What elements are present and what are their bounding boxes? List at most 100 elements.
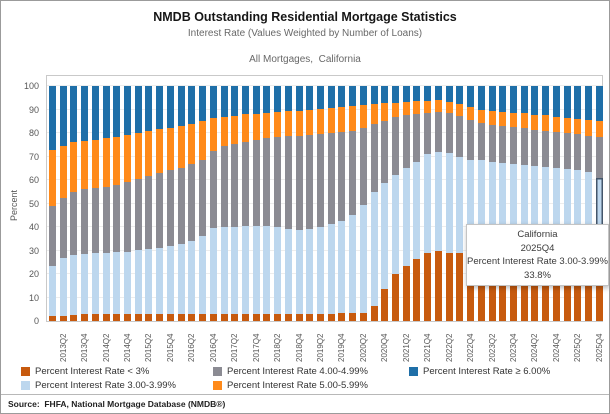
segment-2025Q3-series0[interactable] xyxy=(585,257,592,321)
segment-2022Q1-series4[interactable] xyxy=(434,86,442,101)
segment-2014Q3-series3[interactable] xyxy=(113,136,121,186)
segment-2022Q4-series3[interactable] xyxy=(467,107,475,121)
segment-2019Q1-series0[interactable] xyxy=(306,314,314,321)
segment-2017Q4-series0[interactable] xyxy=(252,314,260,321)
segment-2025Q4-series0[interactable] xyxy=(595,257,603,321)
bar-2017Q1[interactable] xyxy=(220,86,228,321)
segment-2024Q1-series2[interactable] xyxy=(520,128,528,166)
segment-2015Q4-series0[interactable] xyxy=(166,314,174,321)
segment-2019Q1-series2[interactable] xyxy=(306,134,314,230)
bar-2013Q3[interactable] xyxy=(70,86,78,321)
bar-2014Q1[interactable] xyxy=(91,86,99,321)
segment-2016Q2-series0[interactable] xyxy=(188,314,196,321)
segment-2022Q4-series0[interactable] xyxy=(467,254,475,321)
segment-2024Q2-series3[interactable] xyxy=(531,114,539,130)
segment-2018Q1-series4[interactable] xyxy=(263,86,271,114)
legend-item-3[interactable]: Percent Interest Rate 5.00-5.99% xyxy=(213,380,368,391)
segment-2024Q3-series3[interactable] xyxy=(542,115,550,131)
segment-2013Q3-series0[interactable] xyxy=(70,314,78,321)
segment-2020Q3-series4[interactable] xyxy=(370,86,378,105)
segment-2020Q1-series0[interactable] xyxy=(349,313,357,321)
segment-2021Q4-series4[interactable] xyxy=(424,86,432,101)
segment-2013Q1-series1[interactable] xyxy=(49,266,56,317)
segment-2023Q2-series2[interactable] xyxy=(488,124,496,162)
segment-2019Q1-series4[interactable] xyxy=(306,86,314,110)
segment-2024Q1-series1[interactable] xyxy=(520,165,528,258)
segment-2021Q3-series2[interactable] xyxy=(413,113,421,162)
segment-2017Q4-series1[interactable] xyxy=(252,226,260,315)
segment-2022Q3-series3[interactable] xyxy=(456,103,464,117)
bar-2015Q2[interactable] xyxy=(145,86,153,321)
bar-2025Q2[interactable] xyxy=(574,86,582,321)
segment-2021Q2-series1[interactable] xyxy=(402,167,410,267)
bar-2023Q1[interactable] xyxy=(477,86,485,321)
bar-2024Q3[interactable] xyxy=(542,86,550,321)
segment-2017Q3-series0[interactable] xyxy=(241,314,249,321)
segment-2014Q4-series4[interactable] xyxy=(124,86,132,136)
segment-2021Q1-series0[interactable] xyxy=(392,274,400,321)
segment-2015Q3-series4[interactable] xyxy=(156,86,164,130)
segment-2013Q3-series3[interactable] xyxy=(70,142,78,193)
bar-2024Q4[interactable] xyxy=(552,86,560,321)
segment-2016Q2-series3[interactable] xyxy=(188,123,196,165)
segment-2020Q3-series1[interactable] xyxy=(370,191,378,306)
legend-item-0[interactable]: Percent Interest Rate < 3% xyxy=(21,366,149,377)
segment-2018Q3-series4[interactable] xyxy=(284,86,292,112)
segment-2013Q1-series3[interactable] xyxy=(49,150,56,206)
segment-2016Q4-series3[interactable] xyxy=(209,117,217,151)
bar-2021Q1[interactable] xyxy=(392,86,400,321)
segment-2022Q1-series1[interactable] xyxy=(434,151,442,252)
bar-2015Q1[interactable] xyxy=(134,86,142,321)
segment-2023Q1-series4[interactable] xyxy=(477,86,485,110)
segment-2024Q2-series4[interactable] xyxy=(531,86,539,115)
segment-2020Q3-series3[interactable] xyxy=(370,104,378,125)
segment-2015Q2-series0[interactable] xyxy=(145,314,153,321)
segment-2020Q1-series1[interactable] xyxy=(349,215,357,314)
segment-2015Q1-series2[interactable] xyxy=(134,178,142,251)
bar-2020Q4[interactable] xyxy=(381,86,389,321)
legend-item-4[interactable]: Percent Interest Rate ≥ 6.00% xyxy=(409,366,550,377)
segment-2025Q1-series3[interactable] xyxy=(563,117,571,134)
segment-2016Q3-series2[interactable] xyxy=(199,160,207,237)
bar-2022Q1[interactable] xyxy=(434,86,442,321)
segment-2018Q3-series1[interactable] xyxy=(284,228,292,315)
segment-2019Q4-series0[interactable] xyxy=(338,313,346,321)
segment-2021Q1-series3[interactable] xyxy=(392,102,400,118)
bar-2025Q3[interactable] xyxy=(585,86,592,321)
segment-2017Q2-series2[interactable] xyxy=(231,144,239,227)
segment-2021Q2-series4[interactable] xyxy=(402,86,410,102)
segment-2017Q3-series3[interactable] xyxy=(241,114,249,142)
segment-2024Q2-series1[interactable] xyxy=(531,166,539,258)
bar-2015Q3[interactable] xyxy=(156,86,164,321)
segment-2022Q2-series1[interactable] xyxy=(445,152,453,253)
segment-2022Q2-series2[interactable] xyxy=(445,112,453,153)
segment-2014Q2-series0[interactable] xyxy=(102,314,110,321)
segment-2022Q4-series1[interactable] xyxy=(467,159,475,255)
segment-2024Q4-series3[interactable] xyxy=(552,116,560,133)
bar-2017Q2[interactable] xyxy=(231,86,239,321)
segment-2021Q4-series0[interactable] xyxy=(424,253,432,321)
segment-2024Q4-series1[interactable] xyxy=(552,167,560,258)
segment-2025Q4-series1[interactable] xyxy=(595,178,603,258)
segment-2017Q2-series0[interactable] xyxy=(231,314,239,321)
bar-2018Q3[interactable] xyxy=(284,86,292,321)
segment-2015Q1-series1[interactable] xyxy=(134,250,142,315)
segment-2015Q1-series0[interactable] xyxy=(134,314,142,321)
segment-2023Q2-series3[interactable] xyxy=(488,110,496,125)
segment-2021Q4-series2[interactable] xyxy=(424,112,432,155)
bar-2022Q2[interactable] xyxy=(445,86,453,321)
segment-2023Q3-series3[interactable] xyxy=(499,111,507,127)
segment-2014Q3-series0[interactable] xyxy=(113,314,121,321)
segment-2020Q3-series2[interactable] xyxy=(370,124,378,192)
legend-item-1[interactable]: Percent Interest Rate 3.00-3.99% xyxy=(21,380,176,391)
segment-2019Q2-series4[interactable] xyxy=(317,86,324,109)
segment-2015Q1-series4[interactable] xyxy=(134,86,142,133)
segment-2013Q1-series2[interactable] xyxy=(49,205,56,267)
segment-2020Q1-series4[interactable] xyxy=(349,86,357,107)
segment-2020Q1-series3[interactable] xyxy=(349,106,357,131)
bar-2023Q3[interactable] xyxy=(499,86,507,321)
segment-2024Q1-series0[interactable] xyxy=(520,257,528,321)
segment-2014Q1-series4[interactable] xyxy=(91,86,99,140)
segment-2013Q4-series2[interactable] xyxy=(81,189,89,254)
segment-2017Q1-series0[interactable] xyxy=(220,314,228,321)
